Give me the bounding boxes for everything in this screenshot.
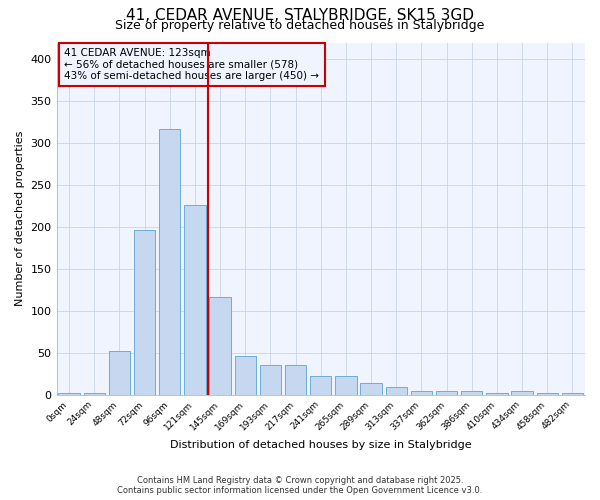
Text: 41 CEDAR AVENUE: 123sqm
← 56% of detached houses are smaller (578)
43% of semi-d: 41 CEDAR AVENUE: 123sqm ← 56% of detache… xyxy=(64,48,319,81)
Bar xyxy=(285,366,307,394)
Text: Contains HM Land Registry data © Crown copyright and database right 2025.
Contai: Contains HM Land Registry data © Crown c… xyxy=(118,476,482,495)
Bar xyxy=(58,393,80,394)
Bar xyxy=(83,393,105,394)
Bar xyxy=(536,393,558,394)
Bar xyxy=(134,230,155,394)
Bar xyxy=(335,376,356,394)
Bar xyxy=(511,392,533,394)
Bar xyxy=(159,129,181,394)
Y-axis label: Number of detached properties: Number of detached properties xyxy=(15,131,25,306)
Text: Size of property relative to detached houses in Stalybridge: Size of property relative to detached ho… xyxy=(115,19,485,32)
Bar xyxy=(235,356,256,395)
Bar xyxy=(386,387,407,394)
Bar xyxy=(361,383,382,394)
X-axis label: Distribution of detached houses by size in Stalybridge: Distribution of detached houses by size … xyxy=(170,440,472,450)
Bar xyxy=(310,376,331,394)
Bar xyxy=(436,392,457,394)
Bar xyxy=(209,298,231,394)
Bar xyxy=(486,393,508,394)
Text: 41, CEDAR AVENUE, STALYBRIDGE, SK15 3GD: 41, CEDAR AVENUE, STALYBRIDGE, SK15 3GD xyxy=(126,8,474,22)
Bar xyxy=(461,392,482,394)
Bar xyxy=(562,393,583,394)
Bar xyxy=(109,351,130,395)
Bar xyxy=(260,366,281,394)
Bar xyxy=(184,205,206,394)
Bar xyxy=(411,390,432,394)
